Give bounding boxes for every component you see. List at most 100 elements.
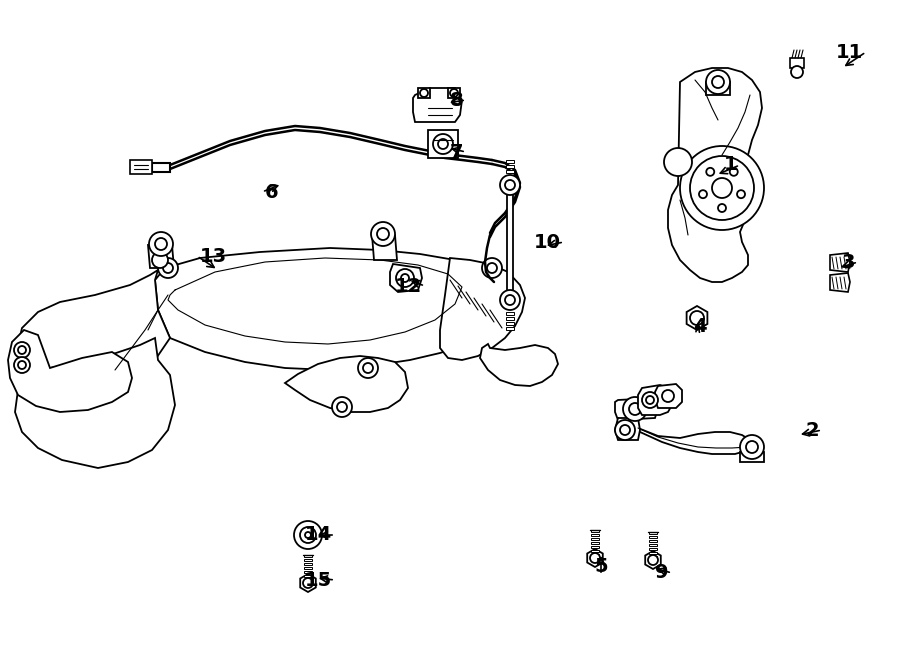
Polygon shape (587, 549, 603, 567)
Polygon shape (506, 165, 514, 168)
Polygon shape (285, 356, 408, 412)
Circle shape (158, 258, 178, 278)
Text: 5: 5 (594, 557, 608, 576)
Polygon shape (591, 550, 599, 552)
Circle shape (487, 263, 497, 273)
Circle shape (377, 228, 389, 240)
Circle shape (642, 392, 658, 408)
Polygon shape (649, 544, 657, 546)
Text: 12: 12 (395, 276, 422, 295)
Text: 2: 2 (806, 420, 819, 440)
Circle shape (706, 70, 730, 94)
Circle shape (14, 342, 30, 358)
Polygon shape (130, 160, 152, 174)
Circle shape (433, 134, 453, 154)
Circle shape (18, 346, 26, 354)
Circle shape (718, 204, 726, 212)
Text: 15: 15 (305, 570, 332, 590)
Circle shape (332, 397, 352, 417)
Polygon shape (304, 575, 312, 577)
Circle shape (740, 435, 764, 459)
Polygon shape (790, 58, 804, 68)
Polygon shape (480, 344, 558, 386)
Text: 6: 6 (265, 182, 279, 202)
Circle shape (149, 232, 173, 256)
Polygon shape (740, 452, 764, 462)
Polygon shape (591, 538, 599, 540)
Polygon shape (615, 418, 640, 440)
Circle shape (294, 521, 322, 549)
Circle shape (712, 178, 732, 198)
Polygon shape (448, 88, 460, 98)
Text: 9: 9 (655, 563, 669, 582)
Circle shape (690, 311, 704, 325)
Text: 7: 7 (449, 143, 463, 161)
Circle shape (152, 252, 168, 268)
Circle shape (482, 258, 502, 278)
Polygon shape (304, 563, 312, 565)
Polygon shape (418, 88, 430, 98)
Circle shape (648, 555, 658, 565)
Polygon shape (591, 530, 599, 532)
Polygon shape (687, 306, 707, 330)
Circle shape (396, 269, 414, 287)
Circle shape (305, 532, 311, 538)
Polygon shape (304, 555, 312, 557)
Polygon shape (591, 534, 599, 536)
Circle shape (670, 154, 686, 170)
Polygon shape (390, 264, 422, 292)
Polygon shape (440, 258, 525, 360)
Polygon shape (618, 418, 752, 454)
Circle shape (505, 180, 515, 190)
Polygon shape (649, 532, 657, 534)
Polygon shape (638, 385, 672, 415)
Polygon shape (506, 180, 514, 183)
Circle shape (450, 89, 458, 97)
Circle shape (363, 363, 373, 373)
Polygon shape (830, 273, 850, 292)
Text: 14: 14 (305, 525, 332, 545)
Circle shape (712, 76, 724, 88)
Circle shape (615, 420, 635, 440)
Text: 1: 1 (724, 155, 737, 175)
Circle shape (163, 263, 173, 273)
Polygon shape (304, 571, 312, 573)
Circle shape (500, 290, 520, 310)
Polygon shape (668, 68, 762, 282)
Polygon shape (706, 82, 730, 95)
Circle shape (358, 358, 378, 378)
Text: 8: 8 (449, 91, 463, 110)
Polygon shape (506, 175, 514, 178)
Polygon shape (506, 317, 514, 320)
Circle shape (300, 527, 316, 543)
Polygon shape (591, 542, 599, 544)
Circle shape (706, 168, 715, 176)
Circle shape (690, 156, 754, 220)
Polygon shape (506, 322, 514, 325)
Circle shape (623, 397, 647, 421)
Polygon shape (591, 554, 599, 556)
Circle shape (438, 139, 448, 149)
Polygon shape (428, 130, 458, 158)
Circle shape (420, 89, 428, 97)
Circle shape (791, 66, 803, 78)
Circle shape (500, 175, 520, 195)
Circle shape (505, 295, 515, 305)
Polygon shape (649, 556, 657, 558)
Polygon shape (413, 88, 462, 122)
Circle shape (337, 402, 347, 412)
Polygon shape (506, 312, 514, 315)
Polygon shape (8, 330, 132, 412)
Circle shape (680, 146, 764, 230)
Polygon shape (649, 536, 657, 538)
Circle shape (664, 148, 692, 176)
Circle shape (629, 403, 641, 415)
Circle shape (699, 190, 707, 198)
Circle shape (620, 425, 630, 435)
Polygon shape (649, 552, 657, 554)
Polygon shape (372, 235, 397, 260)
Polygon shape (506, 170, 514, 173)
Circle shape (155, 238, 167, 250)
Circle shape (371, 222, 395, 246)
Circle shape (746, 441, 758, 453)
